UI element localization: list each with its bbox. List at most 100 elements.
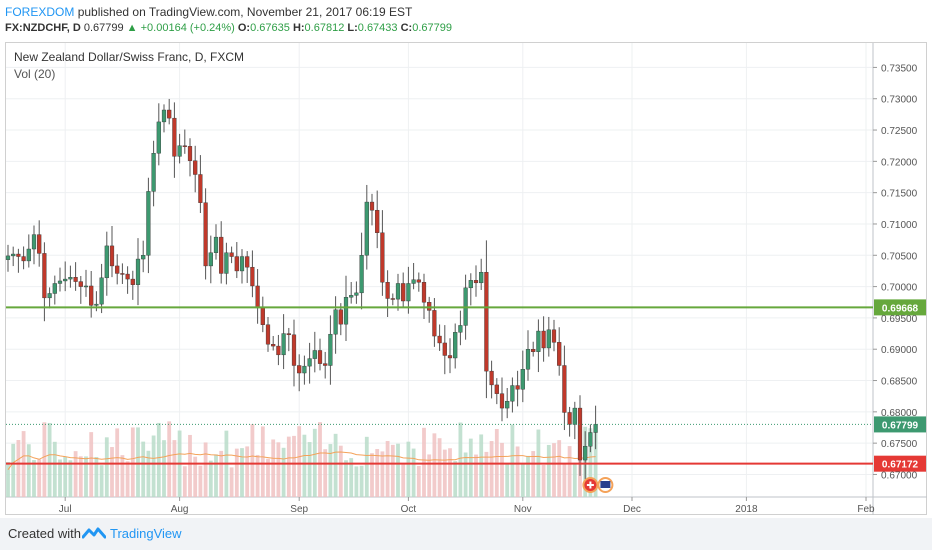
candle-body: [297, 365, 302, 374]
candle-body: [265, 324, 271, 345]
candle-body: [89, 285, 94, 306]
volume-bar: [328, 444, 333, 497]
candle: [406, 266, 411, 314]
candle: [239, 249, 245, 284]
volume-bar: [344, 460, 348, 497]
candle-body: [406, 283, 411, 302]
volume-bar: [375, 449, 380, 497]
candle-body: [42, 253, 47, 299]
volume-bar: [234, 448, 239, 497]
candle-body: [172, 117, 177, 157]
candle: [52, 275, 57, 305]
candle: [177, 133, 182, 164]
volume-bar: [292, 435, 296, 497]
candle-body: [427, 302, 432, 311]
volume-bar: [474, 454, 478, 497]
candle: [16, 248, 21, 273]
last-price-label: 0.67799: [882, 420, 919, 431]
symbol-label: FX:NZDCHF, D: [5, 22, 81, 34]
y-tick-label: 0.72000: [881, 157, 918, 168]
candle: [208, 235, 213, 284]
level-label-bg: [874, 455, 926, 472]
candle: [338, 303, 343, 336]
candle: [31, 225, 37, 265]
low-value: 0.67433: [357, 22, 398, 34]
tradingview-logo-icon[interactable]: [82, 525, 106, 541]
candle-body: [385, 282, 390, 299]
volume-bar: [172, 440, 177, 497]
tradingview-brand[interactable]: TradingView: [110, 526, 182, 541]
volume-bar: [567, 446, 572, 497]
volume-bar: [240, 448, 244, 497]
volume-bar: [390, 444, 395, 497]
volume-bar: [416, 465, 421, 497]
volume-bar: [422, 427, 426, 497]
volume-bar: [110, 447, 114, 497]
candle-body: [130, 278, 135, 285]
candle-body: [421, 282, 427, 303]
volume-bar: [593, 432, 598, 497]
candle: [380, 210, 385, 296]
candle-body: [255, 285, 260, 309]
volume-bar: [297, 426, 302, 497]
volume-bar: [130, 427, 135, 497]
candle-body: [328, 333, 333, 366]
candle-body: [473, 280, 479, 284]
candle: [135, 238, 141, 306]
candle: [182, 129, 187, 154]
candle: [427, 296, 432, 323]
candle: [588, 424, 593, 453]
level-label-bg: [874, 299, 926, 316]
candle-body: [323, 363, 328, 366]
candle-body: [505, 400, 510, 409]
volume-bar: [432, 433, 437, 497]
candle: [5, 244, 11, 272]
volume-bar: [588, 428, 593, 497]
footer-bar: Created with TradingView: [0, 518, 932, 550]
candle: [193, 145, 198, 193]
candle-body: [380, 232, 385, 283]
volume-bar: [380, 451, 385, 497]
candle: [37, 220, 42, 267]
candle: [390, 293, 395, 306]
candle-body: [26, 248, 31, 262]
chart-frame[interactable]: [5, 42, 927, 515]
candle: [520, 350, 525, 403]
price-chart[interactable]: 0.69668 0.67172 0.67799 0.67000 0.67500 0.680…: [0, 0, 932, 518]
volume-bar: [52, 441, 57, 497]
candle-body: [468, 280, 473, 289]
volume-bar: [318, 422, 322, 497]
candle-body: [307, 358, 312, 367]
candle: [245, 251, 250, 283]
candle-body: [109, 245, 115, 267]
volume-bar: [99, 465, 104, 497]
candle-body: [499, 393, 505, 409]
candle-body: [229, 252, 234, 257]
publish-line: FOREXDOM published on TradingView.com, N…: [5, 5, 412, 19]
volume-bar: [151, 435, 156, 497]
candle-body: [245, 256, 250, 268]
candle-body: [156, 121, 161, 154]
candle-body: [364, 201, 369, 256]
volume-bar: [354, 466, 359, 497]
candle-body: [375, 209, 380, 233]
candle: [141, 240, 146, 273]
nz-flag-field-icon: [600, 481, 611, 488]
author-link[interactable]: FOREXDOM: [5, 5, 75, 19]
candle: [224, 242, 229, 285]
candle-body: [515, 385, 520, 390]
volume-bar: [47, 422, 52, 497]
candle-body: [525, 349, 531, 370]
candle-body: [57, 280, 63, 284]
candle-body: [78, 281, 83, 287]
candle: [447, 338, 453, 374]
candle-body: [21, 256, 26, 262]
candle: [297, 354, 302, 392]
candle-body: [187, 146, 193, 161]
candle-body: [83, 285, 89, 288]
candle-body: [104, 245, 109, 279]
y-tick-label: 0.69500: [881, 314, 918, 325]
volume-legend: Vol (20): [14, 67, 56, 81]
volume-bar: [323, 449, 328, 497]
volume-bar: [63, 456, 68, 497]
